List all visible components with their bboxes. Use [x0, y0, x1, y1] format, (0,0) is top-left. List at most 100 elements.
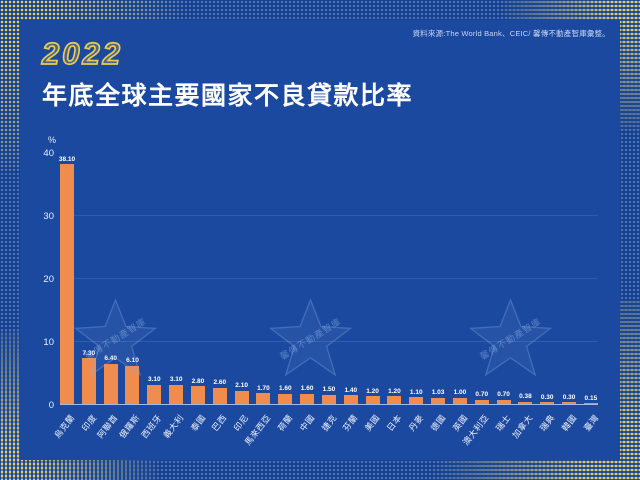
- bar: [409, 397, 424, 404]
- bar: [496, 399, 511, 404]
- bar: [562, 402, 577, 404]
- y-axis-tick-label: 0: [48, 400, 54, 411]
- x-axis-label: 瑞典: [537, 412, 557, 433]
- bar-group: 0.30 瑞典: [538, 153, 557, 433]
- x-axis-label: 德國: [428, 412, 448, 433]
- bar-value-label: 6.40: [104, 355, 117, 363]
- year-badge: 2022: [41, 35, 123, 72]
- bar: [540, 402, 555, 404]
- bars-container: 38.10 烏克蘭 7.30 印度 6.40 阿聯酋 6.10 俄羅斯 3.10 西班牙 3.10 義…: [52, 153, 600, 447]
- bar-group: 1.60 荷蘭: [276, 153, 295, 433]
- bar-value-label: 3.10: [147, 376, 161, 383]
- x-axis-label: 俄羅斯: [117, 412, 142, 441]
- bar-value-label: 2.80: [191, 377, 205, 385]
- y-axis-tick-label: 10: [43, 337, 54, 348]
- x-axis-label: 義大利: [160, 412, 186, 441]
- bar-group: 7.30 印度: [79, 153, 98, 433]
- bar-group: 1.10 丹麥: [407, 153, 426, 433]
- bar-group: 1.70 馬來西亞: [243, 153, 273, 447]
- bar: [81, 358, 96, 404]
- bar-group: 0.70 瑞士: [494, 153, 513, 433]
- bar-value-label: 1.03: [431, 389, 445, 396]
- bar-value-label: 0.30: [540, 393, 554, 401]
- bar: [256, 393, 271, 404]
- bar-group: 3.10 義大利: [161, 153, 186, 440]
- bar: [60, 164, 74, 404]
- bar-value-label: 1.00: [453, 389, 467, 397]
- chart-panel: 資料來源:The World Bank、CEIC/ 馨傳不動產智庫彙整。 202…: [20, 20, 620, 460]
- gridline: [60, 341, 598, 342]
- bar-group: 2.80 泰國: [188, 153, 207, 433]
- bar: [169, 384, 184, 404]
- bar-chart: % 0 10 20 30 40 38.10 烏克蘭 7.30 印度 6.40 阿聯酋 6.10 俄羅斯…: [43, 135, 600, 447]
- bar-value-label: 1.10: [409, 388, 423, 396]
- page-title: 年底全球主要國家不良貸款比率: [42, 82, 414, 110]
- bar: [278, 393, 293, 404]
- bar-group: 1.50 捷克: [319, 153, 338, 433]
- bar-group: 6.40 阿聯酋: [96, 153, 121, 440]
- bar: [431, 397, 446, 404]
- bar-group: 0.38 加拿大: [510, 153, 535, 440]
- bar-value-label: 2.60: [213, 379, 227, 387]
- x-axis-label: 韓國: [559, 412, 579, 433]
- bar: [474, 399, 489, 404]
- y-axis-tick-label: 40: [43, 148, 54, 159]
- bar: [518, 401, 533, 404]
- bar-group: 38.10 烏克蘭: [52, 153, 77, 440]
- x-axis-label: 捷克: [319, 412, 339, 433]
- bar-group: 2.10 印尼: [232, 153, 251, 433]
- bar-value-label: 0.15: [584, 394, 598, 402]
- gridline: [60, 278, 598, 279]
- bar: [190, 386, 205, 404]
- bar-group: 3.10 西班牙: [139, 153, 164, 440]
- bar-value-label: 7.30: [82, 349, 96, 357]
- bar-value-label: 38.10: [58, 155, 76, 163]
- bar-value-label: 1.60: [278, 385, 292, 393]
- bar-group: 6.10 俄羅斯: [117, 153, 142, 440]
- bar-value-label: 2.10: [235, 382, 248, 390]
- bar: [343, 395, 358, 404]
- bar-group: 2.60 巴西: [210, 153, 229, 433]
- y-axis-tick-label: 30: [43, 211, 54, 222]
- x-axis-label: 丹麥: [406, 412, 426, 433]
- x-axis-label: 芬蘭: [341, 412, 361, 433]
- x-axis-label: 阿聯酋: [95, 412, 121, 441]
- bar-group: 0.15 臺灣: [581, 153, 600, 433]
- bar-value-label: 1.40: [344, 386, 358, 394]
- bar-value-label: 1.50: [322, 386, 336, 394]
- bar: [365, 396, 380, 404]
- x-axis-label: 加拿大: [510, 412, 535, 441]
- bar-value-label: 6.10: [126, 357, 139, 365]
- bar-value-label: 0.30: [562, 393, 576, 401]
- bar-value-label: 0.70: [475, 391, 489, 399]
- bar-value-label: 1.70: [257, 384, 270, 392]
- bar: [452, 397, 467, 404]
- x-axis-label: 烏克蘭: [51, 412, 77, 441]
- bar: [103, 363, 118, 404]
- bar-value-label: 0.38: [519, 393, 532, 401]
- bar-value-label: 1.20: [366, 387, 379, 395]
- x-axis-label: 西班牙: [139, 412, 164, 441]
- x-axis-label: 泰國: [188, 412, 208, 433]
- bar-group: 1.03 德國: [428, 153, 447, 432]
- y-axis-tick-label: 20: [43, 274, 54, 285]
- x-axis-label: 臺灣: [581, 412, 601, 433]
- x-axis-label: 巴西: [210, 412, 230, 433]
- bar: [234, 390, 249, 404]
- data-source-note: 資料來源:The World Bank、CEIC/ 馨傳不動產智庫彙整。: [412, 29, 610, 38]
- bar-value-label: 1.20: [388, 387, 401, 395]
- x-axis-label: 日本: [384, 412, 404, 433]
- bar-group: 0.30 韓國: [559, 153, 578, 433]
- x-axis-label: 荷蘭: [275, 412, 295, 433]
- x-axis-label: 中國: [297, 412, 317, 433]
- bar-group: 1.00 英國: [450, 153, 469, 433]
- bar: [147, 384, 162, 404]
- bar-group: 1.20 美國: [363, 153, 382, 433]
- bar: [321, 394, 336, 404]
- bar-group: 1.60 中國: [298, 153, 317, 433]
- bar-value-label: 3.10: [169, 376, 183, 383]
- bar-value-label: 0.70: [497, 391, 510, 399]
- x-axis-label: 美國: [362, 412, 382, 433]
- bar: [212, 387, 227, 404]
